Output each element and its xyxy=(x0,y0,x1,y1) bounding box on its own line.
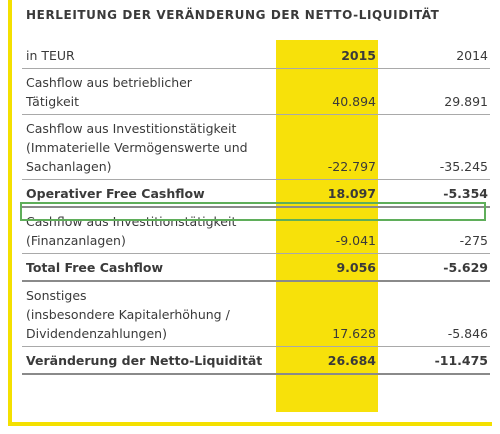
row-label: Operativer Free Cashflow xyxy=(22,180,280,206)
table-row: Total Free Cashflow 9.056 -5.629 xyxy=(22,254,490,282)
value-2014: -5.629 xyxy=(443,260,488,275)
row-label: Cashflow aus Investitionstätigkeit (Immat… xyxy=(22,115,280,179)
header-2015: 2015 xyxy=(341,48,376,63)
row-label-line: (insbesondere Kapitalerhöhung / xyxy=(26,307,230,322)
row-label-line: Dividendenzahlungen) xyxy=(26,326,167,341)
row-label-line: Sachanlagen) xyxy=(26,159,112,174)
row-label-line: Cashflow aus betrieblicher xyxy=(26,75,192,90)
table-row: Sonstiges (insbesondere Kapitalerhöhung /… xyxy=(22,282,490,347)
value-2015: 17.628 xyxy=(332,326,376,341)
column-2015-highlight xyxy=(276,40,378,412)
row-label-line: Total Free Cashflow xyxy=(26,260,164,275)
table-row: Cashflow aus Investitionstätigkeit (Immat… xyxy=(22,115,490,180)
row-label-line: (Finanzanlagen) xyxy=(26,233,126,248)
value-2015: -22.797 xyxy=(327,159,376,174)
value-2014: -5.354 xyxy=(443,186,488,201)
row-label: Veränderung der Netto-Liquidität xyxy=(22,347,280,373)
row-label-line: (Immaterielle Vermögenswerte und xyxy=(26,140,248,155)
row-label: Cashflow aus Investitionstätigkeit (Finan… xyxy=(22,208,280,253)
table-row: Cashflow aus Investitionstätigkeit (Finan… xyxy=(22,208,490,254)
table-row: Operativer Free Cashflow 18.097 -5.354 xyxy=(22,180,490,208)
value-2014: -35.245 xyxy=(439,159,488,174)
value-2014: -5.846 xyxy=(447,326,488,341)
row-label-line: Sonstiges xyxy=(26,288,87,303)
row-label-line: Veränderung der Netto-Liquidität xyxy=(26,353,263,368)
value-2015: 40.894 xyxy=(332,94,376,109)
value-2015: -9.041 xyxy=(335,233,376,248)
value-2015: 26.684 xyxy=(327,353,376,368)
table-header-row: in TEUR 2015 2014 xyxy=(22,40,490,69)
table-body: Cashflow aus betrieblicher Tätigkeit 40.89… xyxy=(22,69,490,375)
frame-left-bar xyxy=(8,0,12,426)
value-2014: -11.475 xyxy=(434,353,488,368)
table-title: HERLEITUNG DER VERÄNDERUNG DER NETTO-LIQ… xyxy=(26,8,440,22)
row-label: Sonstiges (insbesondere Kapitalerhöhung /… xyxy=(22,282,280,346)
header-2014: 2014 xyxy=(456,48,488,63)
table-row: Veränderung der Netto-Liquidität 26.684 -1… xyxy=(22,347,490,375)
liquidity-table: in TEUR 2015 2014 Cashflow aus betriebli… xyxy=(22,40,490,375)
value-2015: 9.056 xyxy=(336,260,376,275)
frame-bottom-bar xyxy=(8,422,492,426)
row-label-line: Tätigkeit xyxy=(26,94,80,109)
row-label-line: Cashflow aus Investitionstätigkeit xyxy=(26,214,237,229)
table-row: Cashflow aus betrieblicher Tätigkeit 40.89… xyxy=(22,69,490,115)
row-label: Cashflow aus betrieblicher Tätigkeit xyxy=(22,69,280,114)
header-unit-label: in TEUR xyxy=(26,48,75,63)
value-2014: -275 xyxy=(459,233,488,248)
row-label: Total Free Cashflow xyxy=(22,254,280,280)
value-2014: 29.891 xyxy=(444,94,488,109)
value-2015: 18.097 xyxy=(327,186,376,201)
row-label-line: Cashflow aus Investitionstätigkeit xyxy=(26,121,237,136)
row-label-line: Operativer Free Cashflow xyxy=(26,186,205,201)
